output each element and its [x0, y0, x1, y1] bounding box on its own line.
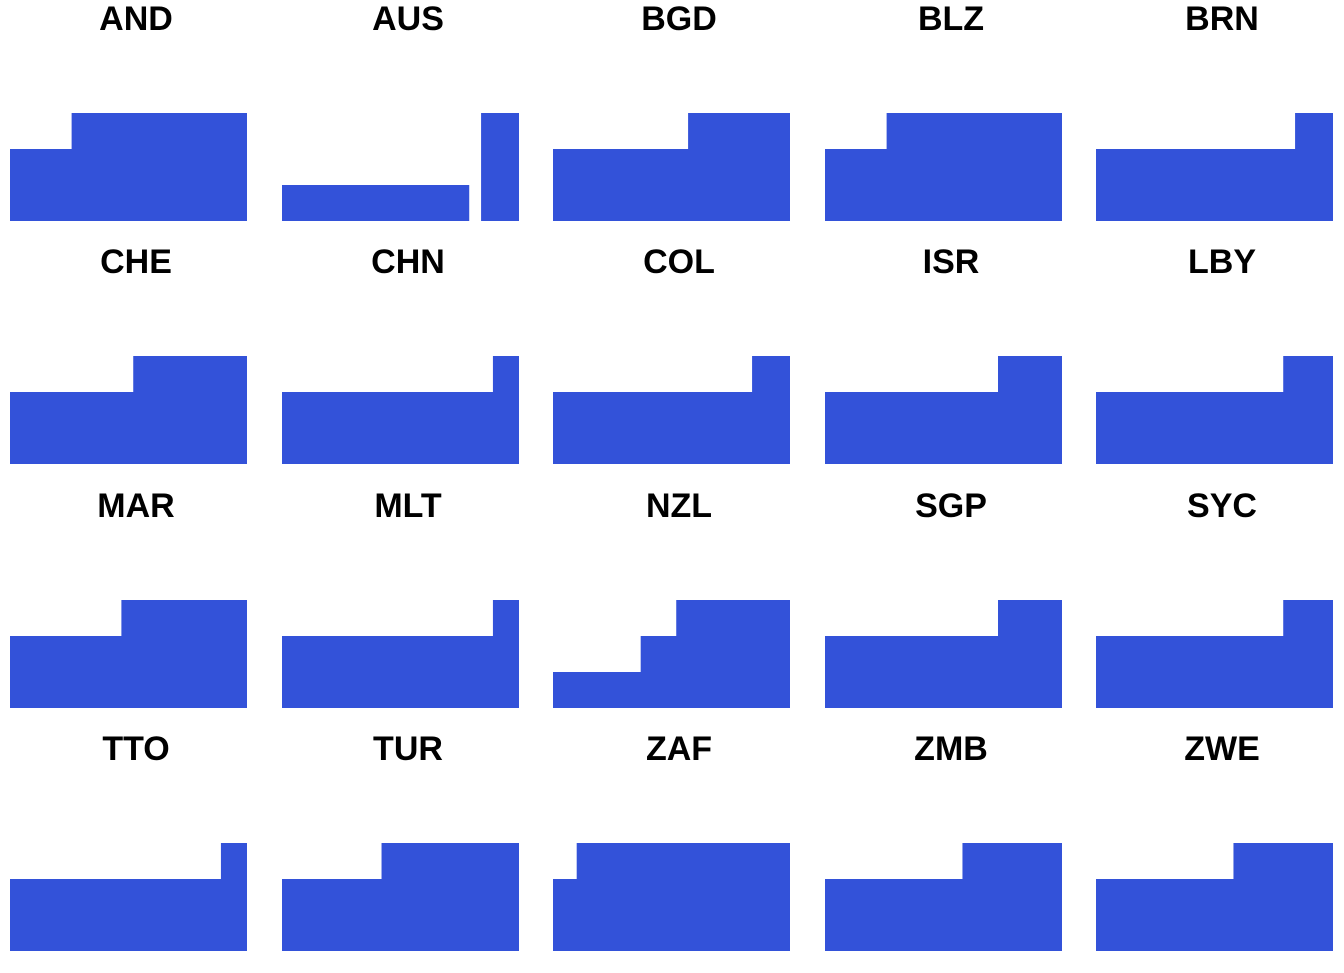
panel-bgd: BGD — [543, 0, 815, 243]
panel-plot — [825, 113, 1062, 221]
area-series — [282, 843, 519, 951]
area-series — [282, 356, 519, 464]
area-series — [1096, 113, 1333, 221]
panel-title: ISR — [922, 243, 980, 281]
panel-chn: CHN — [272, 243, 544, 486]
panel-blz: BLZ — [815, 0, 1087, 243]
panel-mlt: MLT — [272, 487, 544, 730]
panel-title: TTO — [102, 730, 170, 768]
area-series — [553, 113, 790, 221]
area-series — [553, 843, 790, 951]
panel-title: AND — [99, 0, 173, 38]
panel-title: AUS — [372, 0, 444, 38]
panel-title: ZMB — [914, 730, 988, 768]
panel-plot — [282, 600, 519, 708]
panel-che: CHE — [0, 243, 272, 486]
panel-plot — [10, 356, 247, 464]
panel-zaf: ZAF — [543, 730, 815, 973]
panel-title: MAR — [97, 487, 175, 525]
area-series — [282, 113, 519, 221]
panel-plot — [282, 843, 519, 951]
panel-col: COL — [543, 243, 815, 486]
panel-title: BRN — [1185, 0, 1259, 38]
panel-plot — [282, 356, 519, 464]
panel-title: CHN — [371, 243, 445, 281]
panel-aus: AUS — [272, 0, 544, 243]
area-series — [10, 356, 247, 464]
area-series — [825, 113, 1062, 221]
panel-lby: LBY — [1086, 243, 1344, 486]
panel-title: NZL — [645, 487, 713, 525]
panel-title: SGP — [915, 487, 987, 525]
panel-zwe: ZWE — [1086, 730, 1344, 973]
area-series — [553, 600, 790, 708]
area-series — [825, 356, 1062, 464]
panel-plot — [10, 600, 247, 708]
panel-title: TUR — [373, 730, 443, 768]
panel-plot — [1096, 843, 1333, 951]
area-series — [1096, 356, 1333, 464]
panel-plot — [553, 600, 790, 708]
panel-plot — [10, 113, 247, 221]
panel-and: AND — [0, 0, 272, 243]
area-series — [825, 600, 1062, 708]
panel-plot — [825, 356, 1062, 464]
panel-brn: BRN — [1086, 0, 1344, 243]
panel-title: CHE — [100, 243, 172, 281]
panel-tto: TTO — [0, 730, 272, 973]
area-series — [1096, 600, 1333, 708]
panel-title: ZWE — [1184, 730, 1260, 768]
area-series — [825, 843, 1062, 951]
panel-title: COL — [643, 243, 715, 281]
panel-plot — [1096, 356, 1333, 464]
panel-title: SYC — [1187, 487, 1257, 525]
panel-tur: TUR — [272, 730, 544, 973]
panel-plot — [825, 843, 1062, 951]
panel-plot — [825, 600, 1062, 708]
area-series — [10, 600, 247, 708]
area-series — [282, 600, 519, 708]
panel-zmb: ZMB — [815, 730, 1087, 973]
panel-title: MLT — [374, 487, 442, 525]
area-series — [553, 356, 790, 464]
panel-plot — [553, 356, 790, 464]
panel-plot — [10, 843, 247, 951]
panel-title: LBY — [1188, 243, 1256, 281]
panel-title: ZAF — [645, 730, 713, 768]
area-series — [1096, 843, 1333, 951]
panel-title: BLZ — [917, 0, 985, 38]
panel-plot — [282, 113, 519, 221]
panel-mar: MAR — [0, 487, 272, 730]
panel-nzl: NZL — [543, 487, 815, 730]
panel-plot — [1096, 600, 1333, 708]
panel-plot — [553, 113, 790, 221]
panel-plot — [1096, 113, 1333, 221]
area-series — [10, 113, 247, 221]
panel-sgp: SGP — [815, 487, 1087, 730]
area-series — [10, 843, 247, 951]
panel-title: BGD — [641, 0, 717, 38]
panel-isr: ISR — [815, 243, 1087, 486]
panel-plot — [553, 843, 790, 951]
panel-syc: SYC — [1086, 487, 1344, 730]
